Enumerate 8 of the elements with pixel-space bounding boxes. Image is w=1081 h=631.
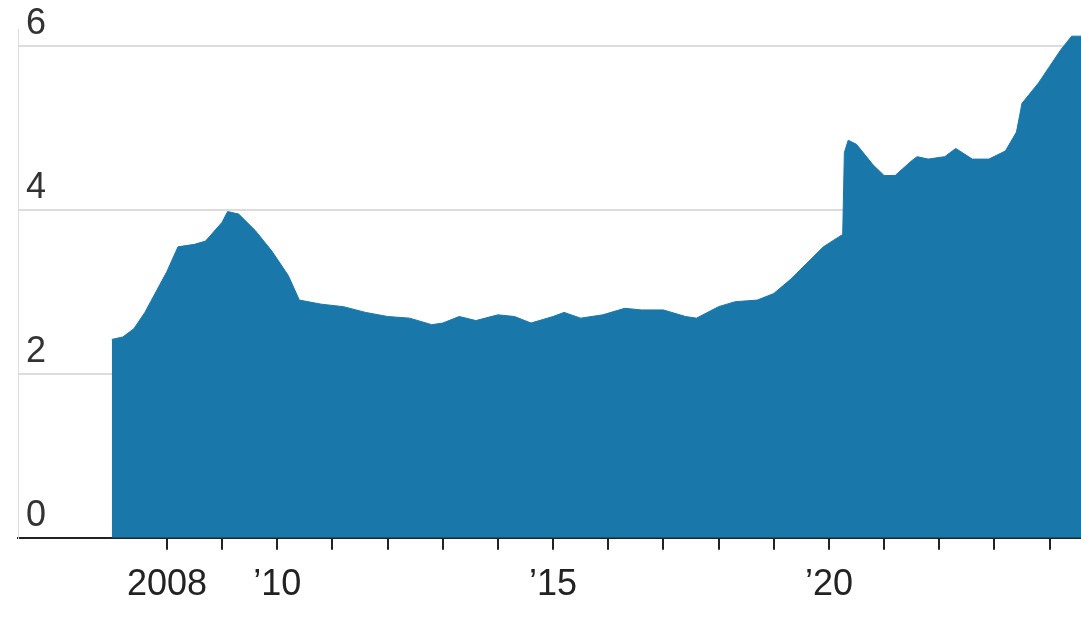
x-tick-label: 2008 (126, 562, 207, 604)
y-tick-label: 0 (26, 492, 47, 534)
y-tick-label: 4 (26, 164, 47, 206)
x-tick-label: ’15 (529, 562, 578, 604)
y-tick-label: 6 (26, 0, 47, 42)
y-tick-label: 2 (26, 328, 47, 370)
x-tick-label: ’10 (253, 562, 302, 604)
x-tick-label: ’20 (804, 562, 853, 604)
